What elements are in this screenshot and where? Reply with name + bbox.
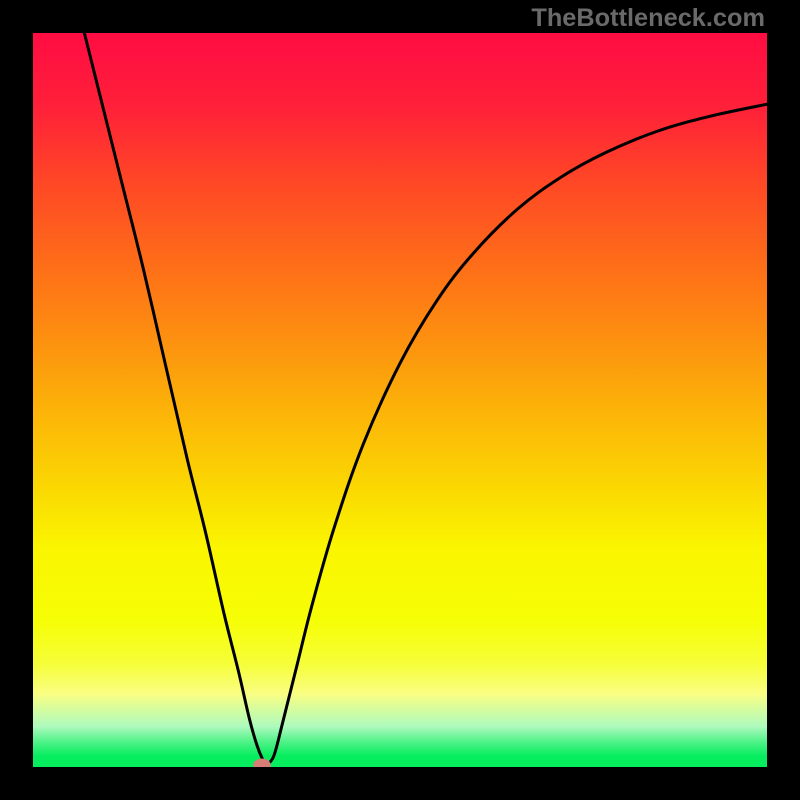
chart-border (0, 0, 800, 800)
bottleneck-chart: TheBottleneck.com (0, 0, 800, 800)
watermark-text: TheBottleneck.com (531, 4, 765, 33)
